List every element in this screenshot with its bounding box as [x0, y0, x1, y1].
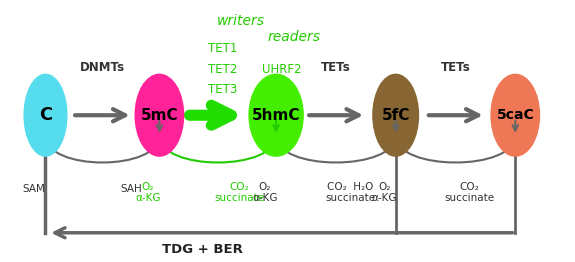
Text: CO₂
succinate: CO₂ succinate — [214, 182, 264, 203]
Text: C: C — [39, 106, 52, 124]
Ellipse shape — [491, 74, 539, 156]
Text: 5hmC: 5hmC — [252, 108, 300, 123]
Text: TET2: TET2 — [208, 63, 237, 76]
Text: SAH: SAH — [120, 184, 142, 194]
Text: O₂
α-KG: O₂ α-KG — [252, 182, 278, 203]
Text: O₂
α-KG: O₂ α-KG — [135, 182, 161, 203]
Ellipse shape — [373, 74, 419, 156]
Text: UHRF2: UHRF2 — [262, 63, 301, 76]
Text: 5caC: 5caC — [496, 108, 534, 122]
Text: TET1: TET1 — [208, 42, 237, 55]
Text: 5fC: 5fC — [381, 108, 410, 123]
Text: writers: writers — [216, 14, 264, 28]
Ellipse shape — [24, 74, 67, 156]
Text: SAM: SAM — [22, 184, 45, 194]
Text: TETs: TETs — [440, 61, 470, 74]
Text: CO₂
succinate: CO₂ succinate — [444, 182, 494, 203]
Text: TDG + BER: TDG + BER — [162, 243, 243, 256]
Text: O₂
α-KG: O₂ α-KG — [371, 182, 397, 203]
Text: DNMTs: DNMTs — [80, 61, 125, 74]
Text: readers: readers — [267, 30, 321, 43]
Text: 5mC: 5mC — [140, 108, 178, 123]
Ellipse shape — [135, 74, 183, 156]
Text: TETs: TETs — [321, 61, 351, 74]
Ellipse shape — [249, 74, 303, 156]
Text: TET3: TET3 — [208, 83, 237, 96]
Text: CO₂  H₂O
succinate: CO₂ H₂O succinate — [325, 182, 375, 203]
